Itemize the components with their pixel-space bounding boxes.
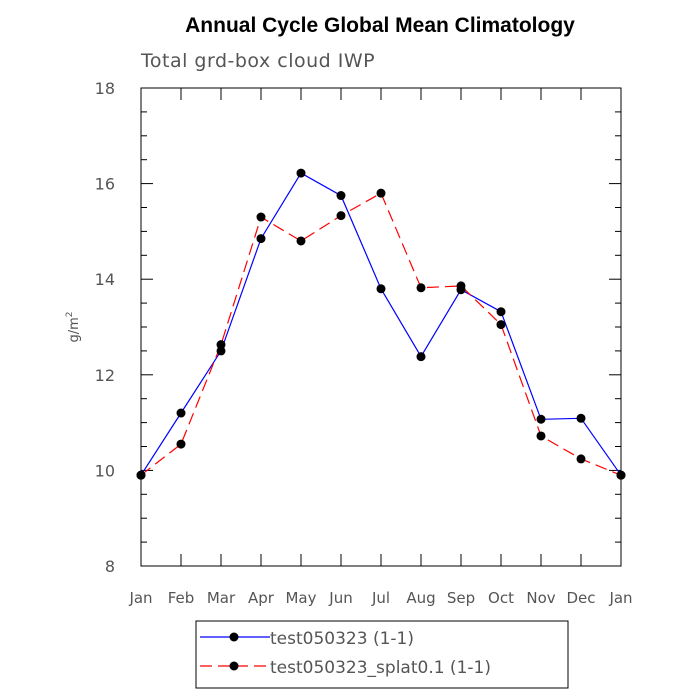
series-1-point [256,234,266,244]
y-tick-label: 10 [95,461,115,480]
series-2-point [376,188,386,198]
legend: test050323 (1-1) test050323_splat0.1 (1-1… [195,620,569,689]
x-tick-label: Nov [526,589,555,607]
series-1-point [176,408,186,418]
series-2-point [536,431,546,441]
series-line-1 [140,172,622,476]
series-2-point [336,211,346,221]
series-1-point [496,307,506,317]
chart-subtitle: Total grd-box cloud IWP [140,50,375,72]
y-tick-label: 16 [95,175,115,194]
axis-ticks [140,87,622,567]
y-axis-label: g/m2 [65,311,82,342]
series-2-point [616,470,626,480]
y-tick-label: 12 [95,366,115,385]
x-tick-label: Jan [608,589,632,607]
y-axis-label-superscript: 2 [65,311,75,317]
x-tick-label: Mar [207,589,236,607]
x-tick-label: Oct [488,589,514,607]
x-tick-labels: Jan Feb Mar Apr May Jun Jul Aug Sep Oct Nov Dec Jan [128,589,632,607]
series-2-point [216,340,226,350]
legend-label-2: test050323_splat0.1 (1-1) [270,658,491,678]
legend-marker-2 [229,661,239,671]
plot-frame [140,87,622,567]
y-tick-label: 14 [95,270,115,289]
series-2-point [416,283,426,293]
series-1-point [336,191,346,201]
series-1-point [576,413,586,423]
series-markers [136,168,626,480]
series-2-point [136,470,146,480]
series-2-point [176,439,186,449]
series-2-point [256,212,266,222]
series-2-point [576,454,586,464]
y-axis-label-text: g/m [67,317,82,342]
series-lines [140,172,622,476]
x-tick-label: Apr [248,589,275,607]
x-tick-label: May [285,589,316,607]
y-tick-label: 18 [95,79,115,98]
x-tick-label: Jan [128,589,152,607]
legend-marker-1 [229,632,239,642]
x-tick-label: Jul [371,589,390,607]
x-tick-label: Feb [168,589,195,607]
x-tick-label: Aug [406,589,435,607]
x-tick-label: Sep [447,589,475,607]
series-1-point [416,352,426,362]
series-2-point [496,320,506,330]
legend-box [195,620,569,689]
x-tick-label: Dec [566,589,595,607]
chart-title: Annual Cycle Global Mean Climatology [185,14,575,37]
series-1-point [216,346,226,356]
series-line-2 [140,192,622,476]
series-1-point [376,284,386,294]
legend-label-1: test050323 (1-1) [270,629,414,649]
plot-area: 8 10 12 14 16 18 Jan Feb Mar Apr May Jun Jul Aug Sep O… [95,79,633,607]
series-2-point [296,236,306,246]
series-1-point [296,168,306,178]
y-tick-label: 8 [105,557,115,576]
series-2-point [456,281,466,291]
series-1-point [536,414,546,424]
y-tick-labels: 8 10 12 14 16 18 [95,79,115,576]
x-tick-label: Jun [328,589,352,607]
